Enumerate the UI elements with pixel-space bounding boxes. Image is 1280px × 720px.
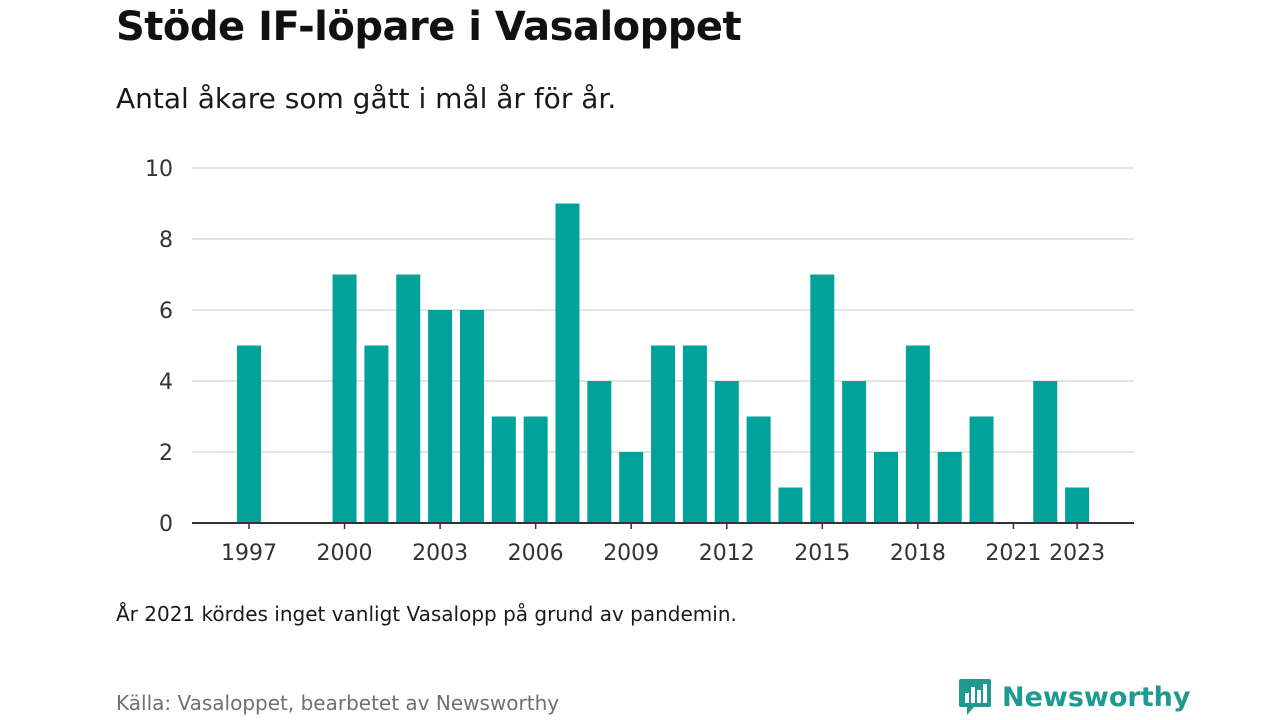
bar <box>619 452 644 523</box>
bar <box>842 381 867 523</box>
bar-chart: 0 2 4 6 8 10 1997 2000 2003 2006 2009 2012 2015 2018 2… <box>145 157 1134 566</box>
bar <box>491 416 516 523</box>
bar <box>969 416 994 523</box>
brand-logo[interactable]: Newsworthy <box>958 677 1190 717</box>
x-tick-label: 2000 <box>317 541 373 566</box>
bar <box>746 416 771 523</box>
y-tick-label: 8 <box>159 228 173 253</box>
x-tick-label: 2006 <box>508 541 564 566</box>
source-credit: Källa: Vasaloppet, bearbetet av Newswort… <box>116 691 560 715</box>
bar <box>555 203 580 523</box>
bar <box>778 487 803 523</box>
bar <box>237 345 261 523</box>
brand-name: Newsworthy <box>1002 681 1191 713</box>
y-tick-label: 2 <box>159 441 173 466</box>
bar <box>1033 381 1058 523</box>
chart-subtitle: Antal åkare som gått i mål år för år. <box>116 82 617 115</box>
x-tick-label: 2018 <box>890 541 946 566</box>
chart-note: År 2021 kördes inget vanligt Vasalopp på… <box>116 602 737 626</box>
bar <box>523 416 548 523</box>
bar <box>874 452 898 523</box>
y-tick-label: 4 <box>159 370 173 395</box>
x-tick-label: 2023 <box>1049 541 1105 566</box>
chart-title: Stöde IF-löpare i Vasaloppet <box>116 4 742 50</box>
y-tick-label: 0 <box>159 512 173 537</box>
bar <box>1065 487 1090 523</box>
x-tick-label: 2015 <box>794 541 850 566</box>
bar <box>364 345 389 523</box>
x-tick-label: 2012 <box>699 541 755 566</box>
bar <box>428 310 453 523</box>
y-tick-label: 10 <box>145 157 173 182</box>
bar <box>937 452 962 523</box>
newsworthy-logo-icon <box>959 679 991 715</box>
y-tick-label: 6 <box>159 299 173 324</box>
bar <box>651 345 676 523</box>
x-tick-label: 2009 <box>603 541 659 566</box>
bar <box>587 381 612 523</box>
bar <box>396 274 421 523</box>
x-tick-label: 2021 <box>985 541 1041 566</box>
bar <box>332 274 357 523</box>
x-tick-label: 2003 <box>412 541 468 566</box>
bar <box>682 345 707 523</box>
bar <box>810 274 835 523</box>
bar <box>714 381 739 523</box>
x-tick-label: 1997 <box>221 541 277 566</box>
bar <box>459 310 484 523</box>
bar <box>905 345 930 523</box>
